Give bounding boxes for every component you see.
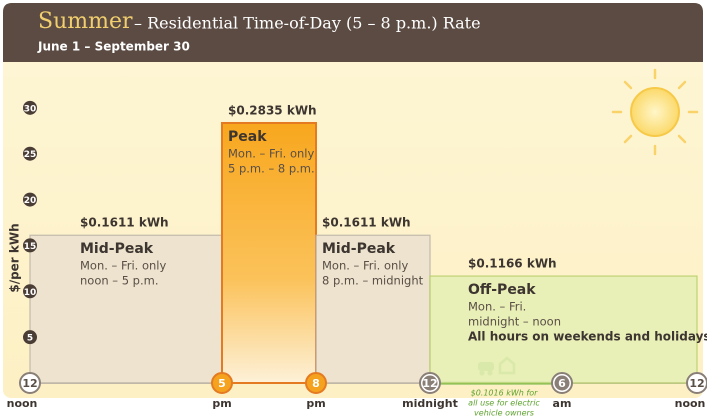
y-axis-label: $/per kWh	[8, 223, 22, 292]
bar	[315, 234, 431, 384]
time-label: pm	[212, 397, 231, 410]
time-marker	[305, 372, 327, 394]
bar	[29, 234, 223, 384]
value-label: $0.1611 kWh	[80, 216, 169, 230]
y-tick-label: 30	[24, 104, 37, 114]
time-marker-inner	[689, 375, 705, 391]
time-label: pm	[306, 397, 325, 410]
y-tick	[23, 100, 37, 115]
segment-bold-note: All hours on weekends and holidays	[468, 330, 707, 344]
value-label: $0.1611 kWh	[322, 216, 411, 230]
segment-name: Peak	[228, 129, 267, 145]
time-number: 12	[689, 377, 704, 390]
time-label: midnight	[402, 397, 458, 410]
segment-name: Mid-Peak	[80, 241, 154, 257]
time-number: 6	[558, 377, 566, 390]
segment-name: Mid-Peak	[322, 241, 396, 257]
y-tick	[23, 238, 37, 253]
time-marker	[211, 372, 233, 394]
segment-note: Mon. – Fri. only	[228, 146, 314, 160]
title-rest: – Residential Time-of-Day (5 – 8 p.m.) R…	[134, 14, 481, 33]
bar	[221, 121, 317, 385]
segment-name: Off-Peak	[468, 282, 536, 298]
y-tick	[23, 146, 37, 161]
time-label: noon	[675, 397, 706, 410]
sun	[611, 68, 699, 156]
time-number: 8	[312, 377, 320, 390]
time-marker-inner	[422, 375, 438, 391]
bar	[429, 275, 698, 384]
time-label: noon	[7, 397, 38, 410]
time-label: am	[553, 397, 572, 410]
y-tick	[23, 192, 37, 207]
time-number: 12	[422, 377, 437, 390]
y-tick	[23, 330, 37, 345]
title: Summer	[38, 9, 133, 34]
ev-note: $0.1016 kWh for	[471, 389, 538, 398]
segment-note: 5 p.m. – 8 p.m.	[228, 161, 315, 175]
ev-note: vehicle owners	[474, 409, 534, 418]
time-number: 5	[218, 377, 226, 390]
y-tick-label: 25	[24, 150, 37, 160]
time-marker-inner	[554, 375, 570, 391]
time-marker-inner	[22, 375, 38, 391]
segment-note: 8 p.m. – midnight	[322, 274, 424, 288]
y-tick-label: 20	[24, 196, 37, 206]
segment-note: Mon. – Fri.	[468, 300, 526, 314]
y-tick	[23, 284, 37, 299]
y-tick-label: 15	[24, 242, 37, 252]
time-number: 12	[22, 377, 37, 390]
value-label: $0.1166 kWh	[468, 257, 557, 271]
segment-note: Mon. – Fri. only	[322, 259, 408, 273]
y-tick-label: 5	[27, 334, 33, 344]
segment-note: noon – 5 p.m.	[80, 274, 159, 288]
value-label: $0.2835 kWh	[228, 103, 317, 117]
subtitle: June 1 – September 30	[37, 40, 190, 54]
ev-note: all use for electric	[468, 399, 540, 408]
header	[3, 3, 703, 62]
segment-note: midnight – noon	[468, 315, 561, 329]
y-tick-label: 10	[24, 288, 37, 298]
segment-note: Mon. – Fri. only	[80, 259, 166, 273]
